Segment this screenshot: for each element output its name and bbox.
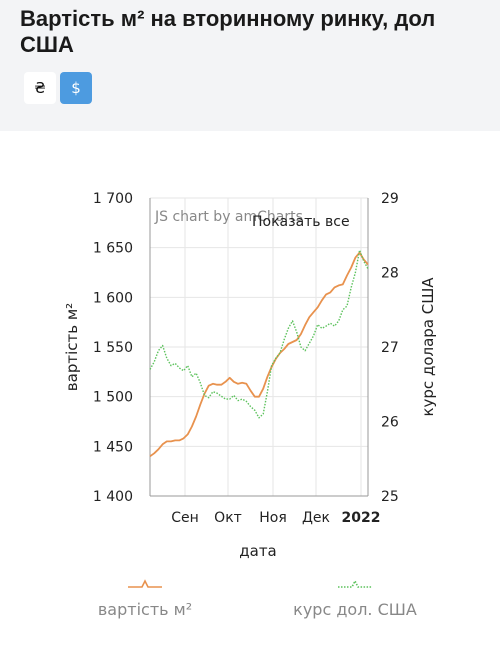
y-left-tick-label: 1 500 bbox=[93, 390, 133, 406]
chart-watermark: JS chart by amCharts bbox=[154, 209, 303, 225]
chart-svg: 1 400 1 450 1 500 1 550 1 600 1 650 1 700 25 26 2… bbox=[63, 191, 437, 619]
chart-legend: вартість м² курс дол. США bbox=[98, 579, 417, 619]
series-lines bbox=[149, 249, 369, 458]
page-header: Вартість м² на вторинному ринку, дол США… bbox=[0, 0, 500, 131]
series-line-price bbox=[149, 251, 369, 458]
y-right-tick-label: 26 bbox=[381, 415, 399, 431]
x-tick-label: Ноя bbox=[259, 510, 287, 526]
x-tick-label: Окт bbox=[214, 510, 242, 526]
series-line-usd-rate bbox=[149, 249, 369, 419]
y-right-tick-label: 28 bbox=[381, 266, 399, 282]
legend-marker-price[interactable] bbox=[128, 579, 162, 588]
y-right-tick-label: 27 bbox=[381, 340, 399, 356]
y-left-tick-label: 1 450 bbox=[93, 439, 133, 455]
legend-label-price[interactable]: вартість м² bbox=[98, 600, 192, 619]
x-tick-label: 2022 bbox=[342, 510, 381, 526]
y-left-tick-label: 1 400 bbox=[93, 489, 133, 505]
y-right-axis-title: курс долара США bbox=[419, 277, 437, 417]
y-right-tick-label: 29 bbox=[381, 191, 399, 207]
show-all-button[interactable]: Показать все bbox=[252, 214, 350, 230]
grid-lines bbox=[150, 197, 368, 497]
currency-uah-button[interactable]: ₴ bbox=[24, 72, 56, 104]
y-left-axis-title: вартість м² bbox=[63, 303, 81, 391]
x-tick-label: Дек bbox=[302, 510, 330, 526]
x-tick-label: Сен bbox=[171, 510, 199, 526]
legend-marker-usd-rate[interactable] bbox=[338, 579, 372, 588]
page-title: Вартість м² на вторинному ринку, дол США bbox=[20, 6, 436, 57]
y-left-tick-label: 1 550 bbox=[93, 340, 133, 356]
y-right-tick-label: 25 bbox=[381, 489, 399, 505]
x-axis-title: дата bbox=[239, 542, 277, 560]
currency-usd-button[interactable]: $ bbox=[60, 72, 92, 104]
legend-label-usd-rate[interactable]: курс дол. США bbox=[293, 600, 417, 619]
y-left-tick-label: 1 650 bbox=[93, 241, 133, 257]
chart-axes: 1 400 1 450 1 500 1 550 1 600 1 650 1 700 25 26 2… bbox=[93, 191, 399, 526]
price-chart: 1 400 1 450 1 500 1 550 1 600 1 650 1 700 25 26 2… bbox=[0, 131, 500, 640]
y-left-tick-label: 1 600 bbox=[93, 290, 133, 306]
y-left-tick-label: 1 700 bbox=[93, 191, 133, 207]
